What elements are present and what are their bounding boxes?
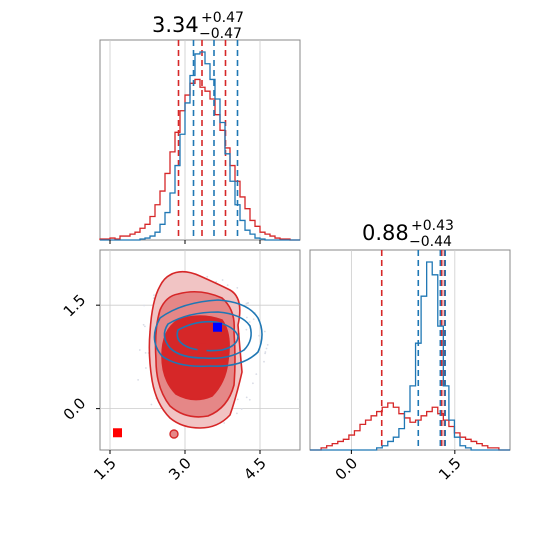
marginal-x-series-1 [100,51,300,241]
sample-point [247,302,250,304]
marginal-x-title-lower: −0.47 [199,26,242,42]
marginal-x-title: 3.34 [152,13,199,37]
sample-point [245,328,248,331]
sample-point [252,382,254,385]
sample-point [144,352,147,354]
x-tick-label: 0.0 [332,454,362,484]
contour-b-inner [176,320,239,352]
sample-point [264,351,267,353]
sample-point [144,325,146,328]
sample-point [258,334,260,337]
marginal-y-title-upper: +0.43 [411,218,454,234]
marginal-y-histograms [310,250,510,451]
marker-2 [113,428,122,438]
sample-point [252,318,255,321]
sample-point [145,367,147,369]
joint-markers [113,322,222,438]
sample-point [248,321,251,323]
contour-a-island [169,429,179,439]
x-tick-label: 3.0 [165,454,195,484]
sample-point [266,344,269,346]
sample-point [236,287,239,289]
sample-point [255,373,258,375]
sample-point [138,349,141,351]
sample-point [223,422,226,424]
sample-point [240,408,243,410]
contour-b-outer [153,299,263,368]
joint-frame [99,249,301,451]
sample-point [153,294,155,297]
x-tick-label: 1.5 [435,454,465,484]
sample-point [236,398,239,401]
axis-tick-labels: 1.5 3.0 4.50.01.50.0 1.5 [60,291,465,484]
contour-b-mid [163,311,252,360]
marginal-y-title-lower: −0.44 [409,234,452,250]
sample-point [246,316,248,319]
marker-1 [197,343,207,353]
sample-point [150,403,153,406]
sample-point [236,412,238,415]
sample-point [143,304,146,307]
sample-point [248,398,251,401]
axis-ticks [96,240,456,454]
sample-point [245,396,248,399]
sample-point [263,360,265,363]
marginal-x-histograms [99,40,300,241]
marginal-x-title-upper: +0.47 [201,10,244,26]
sample-point [226,284,229,286]
marginal-y-title: 0.88 [362,221,409,245]
sample-point [206,275,209,278]
x-tick-label: 1.5 [90,454,120,484]
y-tick-label: 1.5 [60,291,90,321]
marginal-y-series-0 [310,402,510,451]
sample-point [137,379,140,381]
sample-point [265,347,268,350]
marginal-y-series-1 [310,261,510,451]
joint-contours [113,270,269,439]
sample-point [142,323,145,326]
sample-point [263,330,266,333]
marginal-x-series-0 [99,78,300,241]
sample-point [245,302,248,305]
marginal-x-gridlines [109,40,261,240]
marginal-y-frame [309,249,511,451]
marker-0 [213,322,222,332]
x-tick-label: 4.5 [240,454,270,484]
y-tick-label: 0.0 [60,394,90,424]
sample-point [264,352,266,355]
marginal-x-frame [99,39,301,241]
sample-point [221,279,224,281]
marginal-y-gridlines [350,250,456,450]
sample-point [215,280,218,283]
